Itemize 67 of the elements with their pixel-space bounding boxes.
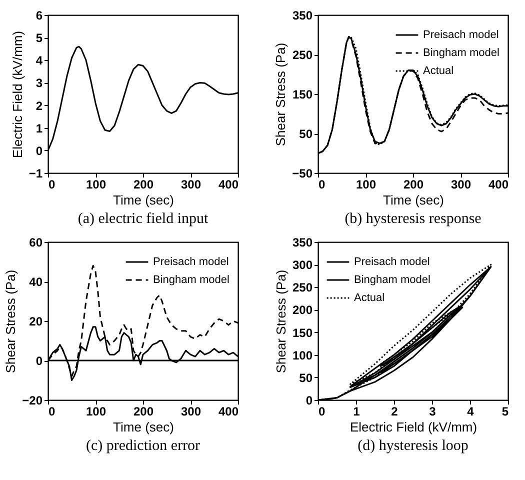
y-tick-label: 200	[292, 303, 313, 318]
x-tick-label: 4	[467, 404, 474, 418]
x-tick-label: 400	[218, 178, 239, 192]
text: (b) hysteresis response	[344, 211, 482, 227]
y-tick-label: 250	[292, 48, 313, 62]
x-tick-label: 0	[48, 178, 56, 192]
y-tick-label: −1	[28, 166, 43, 180]
y-tick-label: 60	[29, 236, 43, 250]
x-tick-label: 0	[48, 404, 56, 418]
y-axis-title: Shear Stress (Pa)	[273, 270, 288, 374]
x-tick-label: 100	[86, 178, 106, 192]
y-tick-label: 5	[36, 31, 43, 46]
x-tick-label: 2	[391, 404, 398, 418]
x-tick-label: 300	[450, 178, 472, 192]
x-tick-label: 1	[353, 404, 360, 418]
y-axis-title: Shear Stress (Pa)	[273, 42, 288, 146]
x-tick-label: 0	[318, 178, 326, 192]
x-tick-label: 300	[180, 404, 202, 418]
y-tick-label: 0	[36, 144, 43, 158]
y-tick-label: 0	[306, 394, 313, 408]
y-tick-label: 350	[292, 8, 313, 22]
x-tick-label: 5	[502, 404, 509, 418]
y-tick-label: 150	[292, 88, 313, 102]
x-axis-title: Electric Field (kV/mm)	[350, 420, 478, 434]
y-tick-label: 2	[36, 98, 43, 113]
y-axis-title: Shear Stress (Pa)	[3, 270, 18, 374]
y-tick-label: 150	[292, 326, 313, 340]
y-tick-label: 350	[292, 236, 313, 250]
x-tick-label: 3	[429, 404, 436, 418]
x-tick-label: 200	[403, 178, 424, 192]
x-tick-label: 400	[488, 178, 509, 192]
legend-label: Preisach model	[354, 256, 430, 268]
y-tick-label: 0	[36, 354, 43, 368]
y-tick-label: 50	[299, 370, 313, 385]
legend-label: Preisach model	[153, 256, 229, 268]
text: (a) electric field input	[78, 211, 209, 227]
x-axis-title: Time (sec)	[383, 192, 444, 208]
x-tick-label: 300	[180, 178, 202, 192]
x-tick-label: 0	[318, 404, 326, 418]
x-tick-label: 400	[218, 404, 239, 418]
y-tick-label: 6	[36, 8, 43, 22]
x-axis-title: Time (sec)	[113, 192, 174, 208]
legend-label: Preisach model	[423, 29, 499, 41]
x-tick-label: 100	[86, 404, 106, 418]
text: (d) hysteresis loop	[358, 438, 468, 454]
legend-label: Bingham model	[153, 274, 230, 286]
legend-label: Bingham model	[423, 47, 500, 59]
text: (c) prediction error	[86, 438, 200, 454]
y-tick-label: 50	[299, 127, 313, 141]
y-tick-label: 1	[36, 121, 43, 136]
y-tick-label: 20	[29, 314, 43, 328]
x-axis-title: Time (sec)	[113, 420, 174, 434]
x-tick-label: 200	[133, 404, 154, 418]
y-tick-label: 4	[36, 54, 43, 68]
y-tick-label: −20	[22, 394, 43, 408]
x-tick-label: 200	[133, 178, 154, 192]
y-axis-title: Electric Field (kV/mm)	[10, 30, 25, 158]
x-tick-label: 100	[356, 178, 376, 192]
y-tick-label: −50	[292, 166, 313, 180]
y-tick-label: 3	[36, 76, 43, 90]
legend-label: Actual	[423, 65, 454, 77]
y-tick-label: 250	[292, 280, 313, 295]
y-tick-label: 100	[292, 348, 313, 362]
y-tick-label: 300	[292, 258, 313, 272]
legend-label: Actual	[354, 292, 385, 304]
legend-label: Bingham model	[354, 274, 430, 286]
y-tick-label: 40	[29, 275, 43, 289]
